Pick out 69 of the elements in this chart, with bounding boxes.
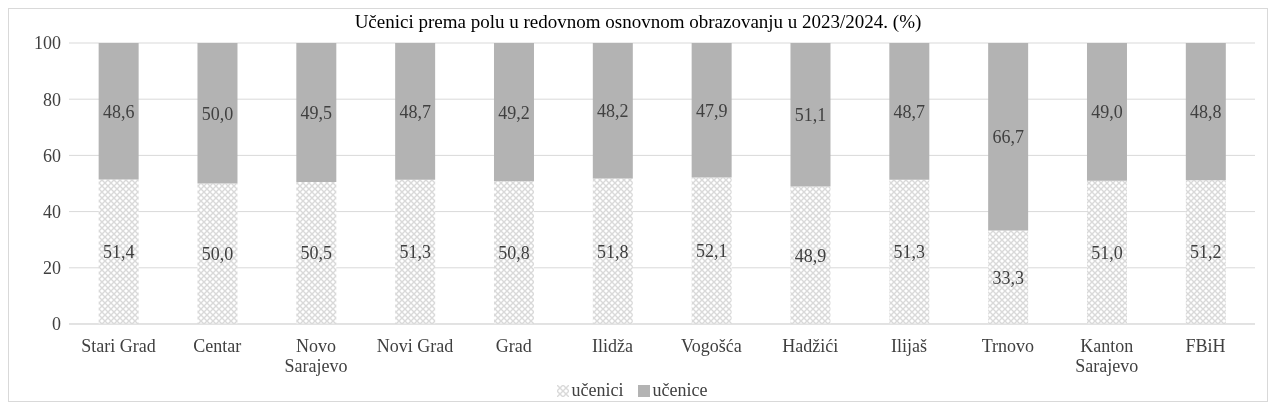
bar [1185, 180, 1226, 324]
x-tick-label: Ilidža [592, 336, 634, 356]
x-tick-label: Kanton Sarajevo [1075, 336, 1139, 376]
bar [98, 43, 139, 180]
data-label: 49,2 [498, 102, 530, 123]
data-label: 51,8 [597, 241, 629, 262]
data-label: 48,7 [399, 101, 431, 122]
x-tick-label: FBiH [1185, 336, 1226, 356]
data-label: 47,9 [695, 100, 728, 121]
bar [493, 181, 534, 324]
bar [889, 179, 930, 324]
data-label: 48,7 [893, 101, 926, 122]
y-tick-label: 100 [34, 33, 61, 54]
x-tick-label: Trnovo [981, 336, 1035, 356]
x-tick-label: Hadžići [782, 336, 839, 356]
data-label: 52,1 [695, 241, 728, 262]
data-label: 51,1 [794, 105, 827, 126]
bar [296, 182, 337, 324]
bar [197, 43, 238, 184]
y-tick-label: 0 [52, 314, 61, 335]
bar [691, 177, 732, 324]
bar [493, 43, 534, 182]
bar [395, 179, 436, 324]
x-tick-label: Novo Sarajevo [284, 336, 348, 376]
bar [296, 43, 337, 183]
data-label: 66,7 [992, 127, 1024, 148]
data-label: 49,0 [1091, 102, 1123, 123]
bar [395, 43, 436, 180]
data-label: 48,6 [102, 101, 135, 122]
data-label: 50,5 [300, 243, 333, 264]
bar [790, 186, 831, 324]
data-label: 51,3 [399, 242, 431, 263]
data-label: 51,0 [1091, 242, 1123, 263]
x-tick-label: Novi Grad [376, 336, 454, 356]
bar [1086, 180, 1127, 324]
data-label: 48,2 [597, 101, 629, 122]
data-label: 50,0 [201, 244, 234, 265]
bar [988, 230, 1029, 324]
data-label: 48,9 [794, 245, 827, 266]
bar [691, 43, 732, 178]
data-label: 48,8 [1190, 101, 1222, 122]
bar [988, 43, 1029, 231]
x-tick-label: Centar [193, 336, 242, 356]
bar [98, 179, 139, 324]
x-tick-label: Ilijaš [891, 336, 928, 356]
data-label: 49,5 [300, 102, 333, 123]
data-label: 50,8 [498, 243, 530, 264]
data-label: 50,0 [201, 103, 234, 124]
y-tick-label: 60 [43, 145, 61, 166]
bar [790, 43, 831, 187]
data-label: 33,3 [992, 267, 1024, 288]
bar [1185, 43, 1226, 181]
legend-label: učenici [570, 380, 624, 401]
legend-label: učenice [651, 380, 708, 401]
data-label: 51,4 [102, 242, 135, 263]
bar [197, 183, 238, 324]
bar [592, 178, 633, 324]
x-tick-label: Grad [495, 336, 532, 356]
chart-title: Učenici prema polu u redovnom osnovnom obrazovanju u 2023/2024. (%) [353, 10, 923, 33]
bar [592, 43, 633, 179]
data-label: 51,2 [1190, 242, 1222, 263]
y-tick-label: 40 [43, 201, 61, 222]
x-tick-label: Vogošća [681, 336, 742, 356]
y-tick-label: 20 [43, 258, 61, 279]
data-label: 51,3 [893, 242, 926, 263]
y-tick-label: 80 [43, 89, 61, 110]
bar [889, 43, 930, 180]
bar [1086, 43, 1127, 181]
x-tick-label: Stari Grad [81, 336, 156, 356]
